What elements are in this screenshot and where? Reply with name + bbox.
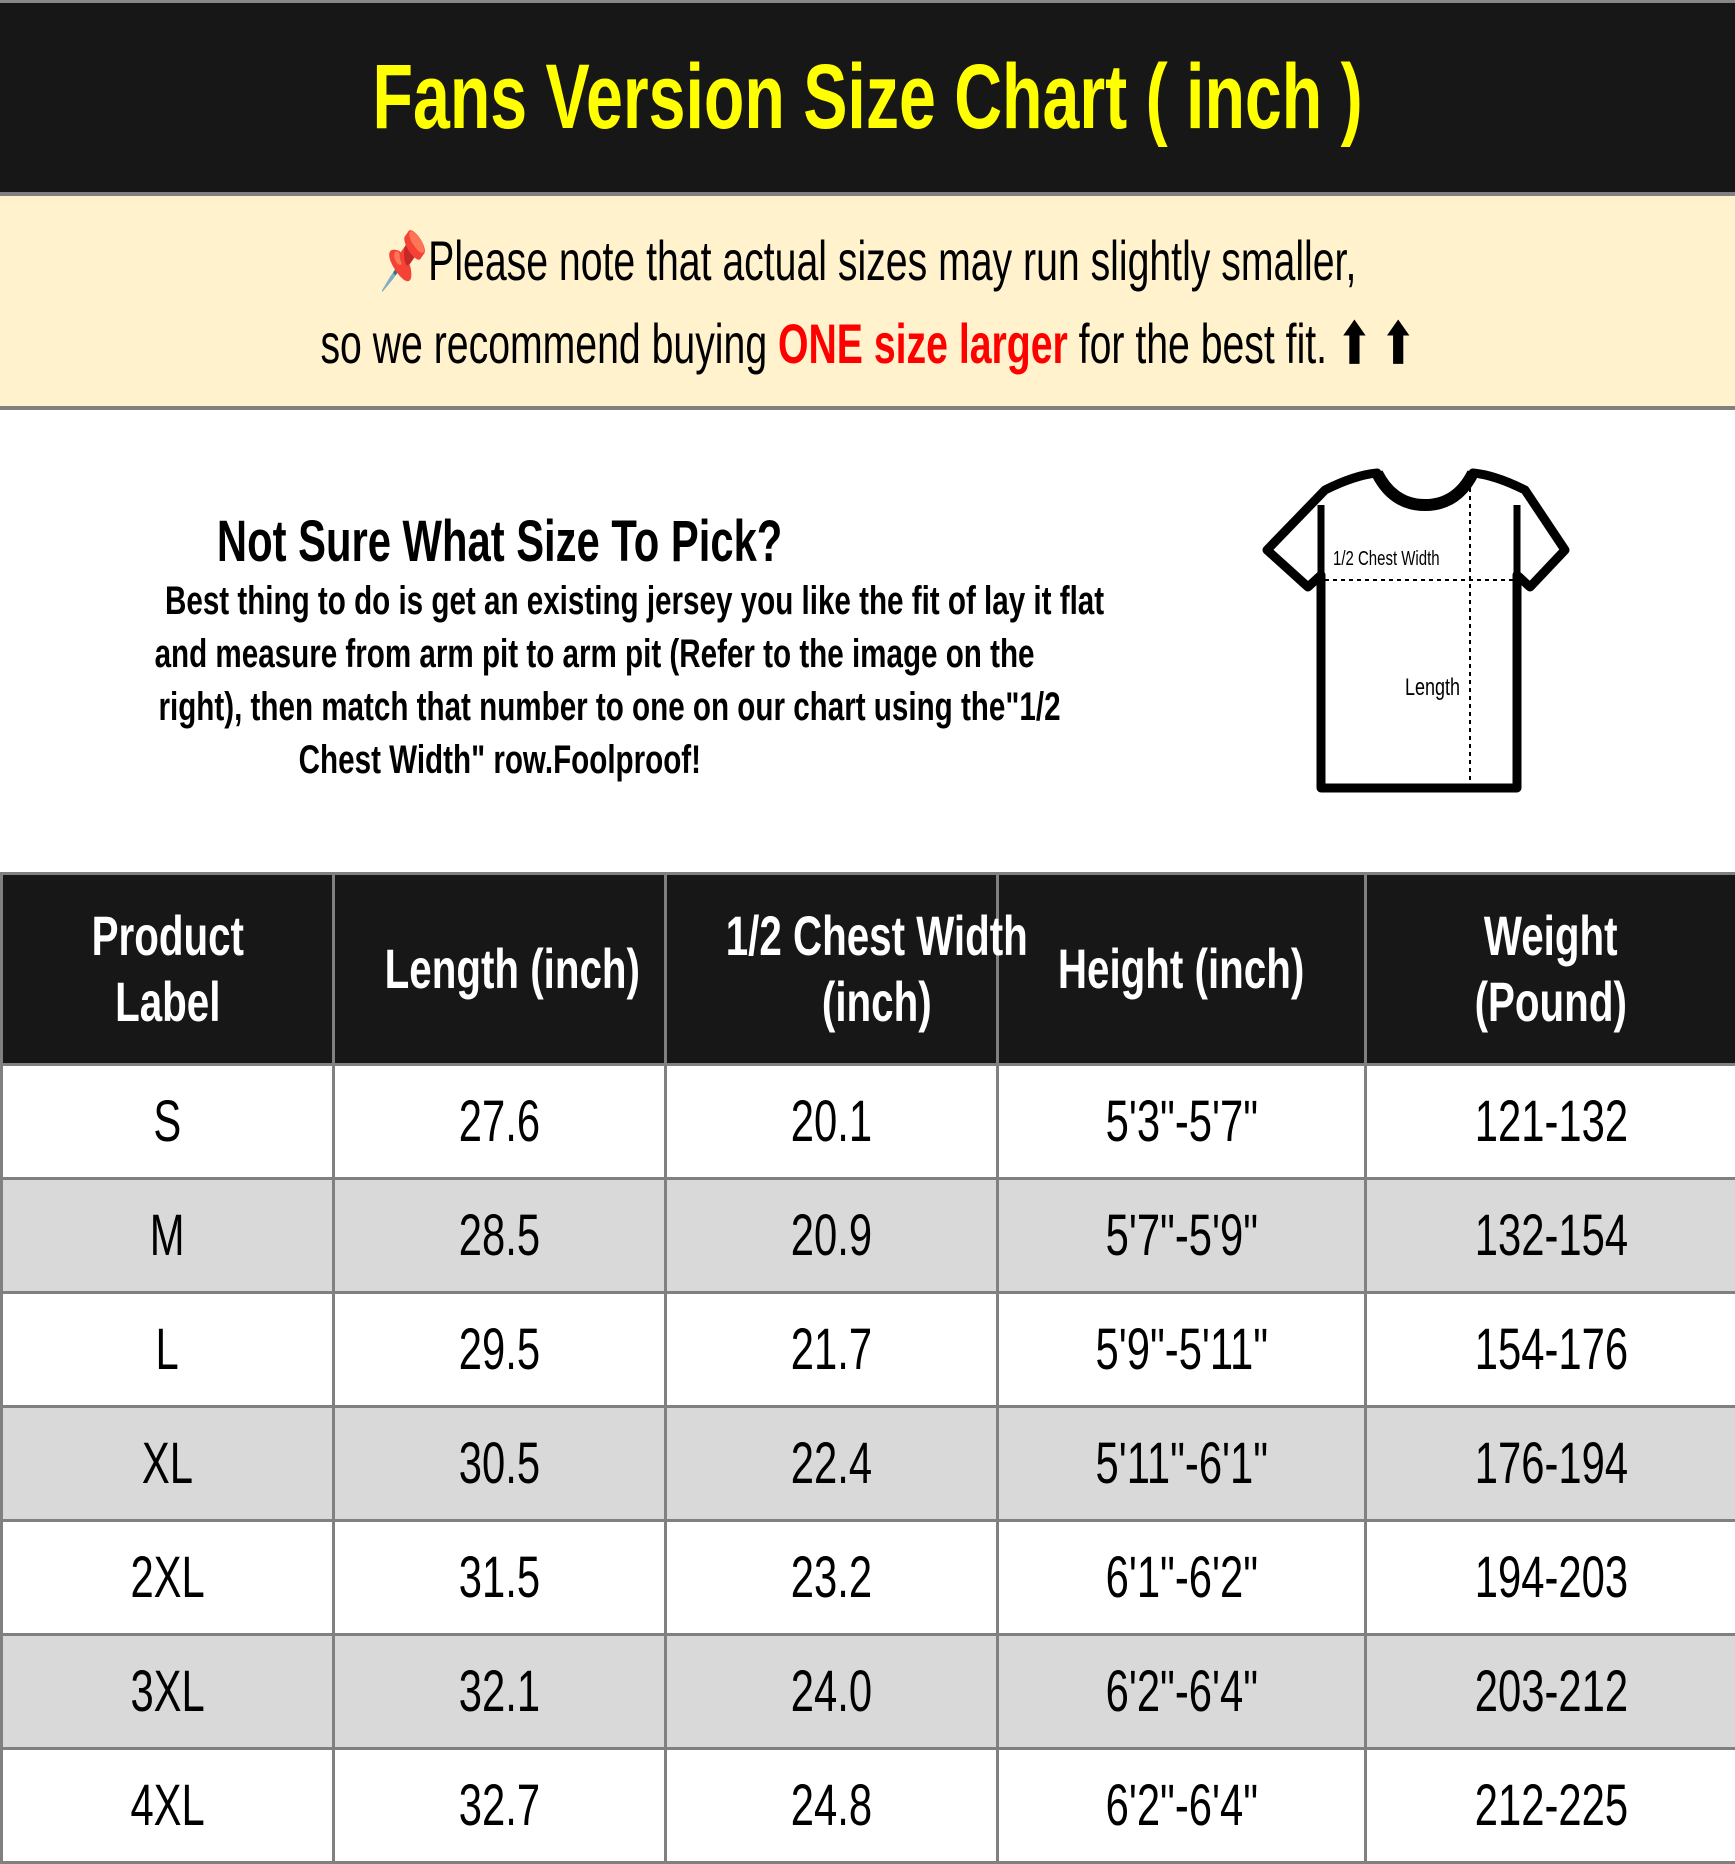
table-row: L 29.5 21.7 5'9"-5'11" 154-176	[0, 1291, 1735, 1408]
size-cell: 4XL	[0, 1747, 335, 1864]
table-row: 3XL 32.1 24.0 6'2"-6'4" 203-212	[0, 1633, 1735, 1750]
chest-width-label: 1/2 Chest Width	[1333, 547, 1440, 570]
column-header-label: Product Label	[0, 872, 335, 1066]
height-cell: 6'2"-6'4"	[996, 1633, 1367, 1750]
length-cell: 28.5	[332, 1177, 667, 1294]
note-line-2-end: for the best fit.	[1067, 312, 1328, 375]
weight-cell: 203-212	[1364, 1633, 1735, 1750]
height-cell: 5'9"-5'11"	[996, 1291, 1367, 1408]
chest-cell: 20.1	[664, 1063, 999, 1180]
size-cell: 2XL	[0, 1519, 335, 1636]
weight-cell: 154-176	[1364, 1291, 1735, 1408]
length-cell: 32.7	[332, 1747, 667, 1864]
table-row: XL 30.5 22.4 5'11"-6'1" 176-194	[0, 1405, 1735, 1522]
height-cell: 5'3"-5'7"	[996, 1063, 1367, 1180]
guide-line: Best thing to do is get an existing jers…	[164, 579, 1105, 623]
weight-cell: 121-132	[1364, 1063, 1735, 1180]
up-arrows-icon: ⬆ ⬆	[1337, 312, 1415, 375]
size-cell: XL	[0, 1405, 335, 1522]
size-cell: 3XL	[0, 1633, 335, 1750]
size-table: Product Label Length (inch) 1/2 Chest Wid…	[0, 872, 1735, 1864]
note-highlight: ONE size larger	[778, 312, 1068, 375]
size-cell: L	[0, 1291, 335, 1408]
note-line-2-start: so we recommend buying	[320, 312, 779, 375]
measurement-guide: Not Sure What Size To Pick? Best thing t…	[0, 410, 1735, 872]
guide-line: and measure from arm pit to arm pit (Ref…	[154, 632, 1035, 676]
column-header-height: Height (inch)	[996, 872, 1367, 1066]
guide-text: Best thing to do is get an existing jers…	[0, 575, 1105, 787]
length-label: Length	[1405, 675, 1460, 701]
tshirt-diagram-icon: 1/2 Chest Width Length	[1262, 468, 1570, 793]
table-row: S 27.6 20.1 5'3"-5'7" 121-132	[0, 1063, 1735, 1180]
chest-cell: 21.7	[664, 1291, 999, 1408]
sizing-note: 📌Please note that actual sizes may run s…	[0, 192, 1735, 410]
pushpin-icon: 📌	[379, 229, 428, 292]
length-cell: 31.5	[332, 1519, 667, 1636]
column-header-length: Length (inch)	[332, 872, 667, 1066]
note-line-1: Please note that actual sizes may run sl…	[427, 229, 1356, 292]
length-cell: 29.5	[332, 1291, 667, 1408]
chest-cell: 20.9	[664, 1177, 999, 1294]
chest-cell: 24.0	[664, 1633, 999, 1750]
height-cell: 6'2"-6'4"	[996, 1747, 1367, 1864]
weight-cell: 132-154	[1364, 1177, 1735, 1294]
table-row: M 28.5 20.9 5'7"-5'9" 132-154	[0, 1177, 1735, 1294]
chest-cell: 24.8	[664, 1747, 999, 1864]
table-row: 2XL 31.5 23.2 6'1"-6'2" 194-203	[0, 1519, 1735, 1636]
length-cell: 30.5	[332, 1405, 667, 1522]
length-cell: 27.6	[332, 1063, 667, 1180]
length-cell: 32.1	[332, 1633, 667, 1750]
height-cell: 5'7"-5'9"	[996, 1177, 1367, 1294]
size-cell: M	[0, 1177, 335, 1294]
page-title: Fans Version Size Chart ( inch )	[372, 46, 1363, 148]
chest-cell: 23.2	[664, 1519, 999, 1636]
guide-line: right), then match that number to one on…	[158, 685, 1061, 729]
weight-cell: 176-194	[1364, 1405, 1735, 1522]
title-banner: Fans Version Size Chart ( inch )	[0, 0, 1735, 192]
height-cell: 6'1"-6'2"	[996, 1519, 1367, 1636]
guide-line: Chest Width" row.Foolproof!	[298, 738, 702, 782]
table-row: 4XL 32.7 24.8 6'2"-6'4" 212-225	[0, 1747, 1735, 1864]
chest-cell: 22.4	[664, 1405, 999, 1522]
column-header-weight: Weight (Pound)	[1364, 872, 1735, 1066]
weight-cell: 194-203	[1364, 1519, 1735, 1636]
height-cell: 5'11"-6'1"	[996, 1405, 1367, 1522]
column-header-chest: 1/2 Chest Width (inch)	[664, 872, 1028, 1066]
weight-cell: 212-225	[1364, 1747, 1735, 1864]
size-cell: S	[0, 1063, 335, 1180]
table-header-row: Product Label Length (inch) 1/2 Chest Wid…	[0, 872, 1735, 1066]
guide-heading: Not Sure What Size To Pick?	[217, 509, 783, 574]
